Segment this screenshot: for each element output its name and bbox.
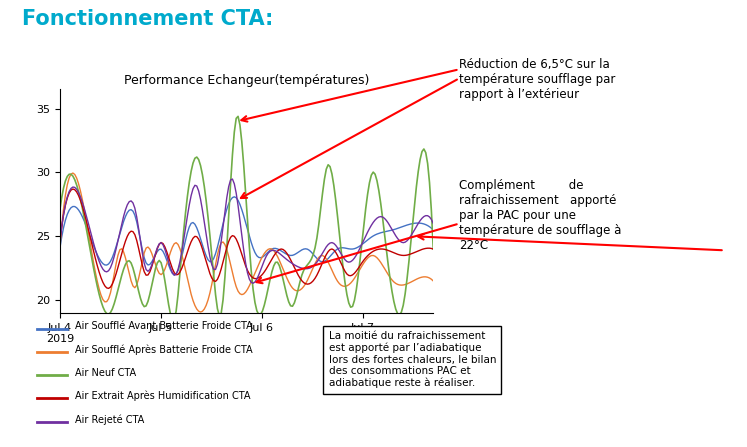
Text: Air Soufflé Avant Batterie Froide CTA: Air Soufflé Avant Batterie Froide CTA bbox=[75, 321, 252, 331]
Text: Air Soufflé Après Batterie Froide CTA: Air Soufflé Après Batterie Froide CTA bbox=[75, 344, 252, 355]
Text: Air Rejeté CTA: Air Rejeté CTA bbox=[75, 414, 144, 425]
Text: Fonctionnement CTA:: Fonctionnement CTA: bbox=[22, 9, 274, 29]
Text: La moitié du rafraichissement
est apporté par l’adiabatique
lors des fortes chal: La moitié du rafraichissement est apport… bbox=[329, 331, 496, 388]
Text: Complément         de
rafraichissement   apporté
par la PAC pour une
température: Complément de rafraichissement apporté p… bbox=[459, 179, 622, 252]
Title: Performance Echangeur(températures): Performance Echangeur(températures) bbox=[124, 74, 369, 87]
Text: Air Neuf CTA: Air Neuf CTA bbox=[75, 368, 136, 378]
Text: Air Extrait Après Humidification CTA: Air Extrait Après Humidification CTA bbox=[75, 391, 250, 401]
Text: Réduction de 6,5°C sur la
température soufflage par
rapport à l’extérieur: Réduction de 6,5°C sur la température so… bbox=[459, 58, 616, 101]
